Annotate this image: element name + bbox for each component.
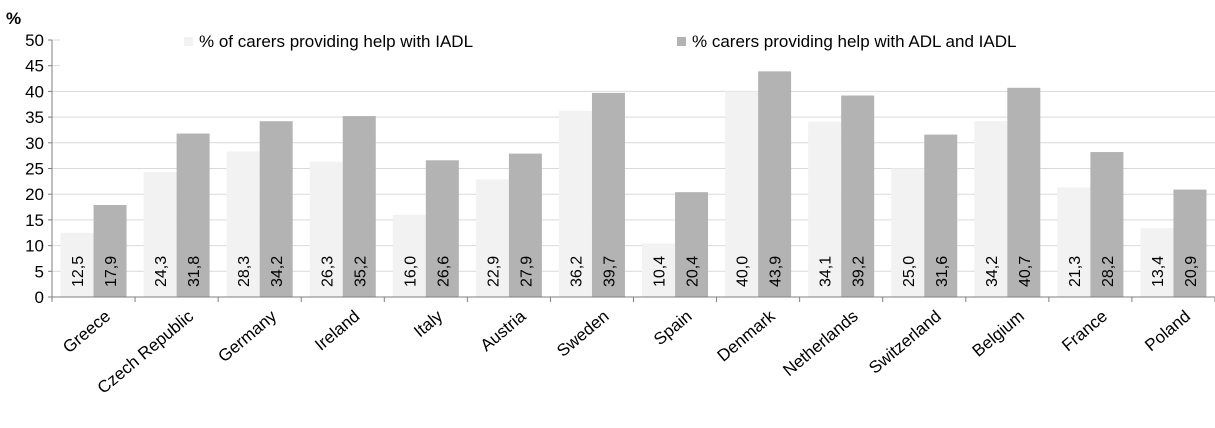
bar <box>1057 187 1091 297</box>
bar-value-label: 17,9 <box>103 256 120 287</box>
bar-value-label: 39,7 <box>601 256 618 287</box>
bar-value-label: 40,0 <box>735 256 752 287</box>
x-tick-label: Sweden <box>553 307 612 361</box>
y-tick-label: 40 <box>25 82 44 101</box>
bar-value-label: 12,5 <box>70 256 87 287</box>
bar-value-label: 31,6 <box>934 256 951 287</box>
bar <box>591 92 625 297</box>
y-tick-label: 25 <box>25 160 44 179</box>
y-tick-label: 30 <box>25 134 44 153</box>
bar <box>508 153 542 297</box>
x-tick-label: Greece <box>59 307 114 357</box>
x-tick-label: Spain <box>650 307 696 350</box>
y-tick-label: 5 <box>35 262 44 281</box>
bar <box>1140 228 1174 297</box>
bar <box>841 95 875 298</box>
bar-value-label: 13,4 <box>1150 256 1167 287</box>
x-tick-label: Poland <box>1141 307 1194 356</box>
bar <box>309 161 343 297</box>
bar-value-label: 40,7 <box>1017 256 1034 287</box>
bar <box>226 151 260 297</box>
bar-value-label: 43,9 <box>768 256 785 287</box>
y-tick-label: 35 <box>25 108 44 127</box>
bar <box>1173 189 1207 297</box>
bar <box>475 179 509 297</box>
bars <box>60 71 1207 298</box>
bar <box>808 121 842 297</box>
bar <box>675 192 709 297</box>
bar <box>342 116 376 298</box>
bar-value-label: 34,1 <box>818 256 835 287</box>
bar-value-label: 28,2 <box>1100 256 1117 287</box>
legend-swatch <box>184 37 193 46</box>
bar <box>891 168 925 297</box>
bar-value-label: 34,2 <box>984 256 1001 287</box>
bar <box>924 134 958 297</box>
bar-value-label: 16,0 <box>402 256 419 287</box>
bar-value-label: 22,9 <box>485 256 502 287</box>
bar <box>259 121 293 297</box>
bar-value-label: 20,4 <box>685 256 702 287</box>
bar <box>758 71 792 297</box>
bar-value-label: 26,3 <box>319 256 336 287</box>
bar-value-label: 35,2 <box>352 256 369 287</box>
x-tick-label: Switzerland <box>865 307 945 378</box>
bar-value-label: 21,3 <box>1067 256 1084 287</box>
legend-label: % carers providing help with ADL and IAD… <box>692 32 1016 51</box>
bar <box>1090 152 1124 297</box>
legend-swatch <box>677 37 686 46</box>
y-tick-label: 15 <box>25 211 44 230</box>
bar <box>425 160 459 297</box>
bar-value-labels: 12,5 17,9 24,3 31,8 28,3 34,2 26,3 35,2 16,0 26,6… <box>70 256 1200 287</box>
bar-value-label: 25,0 <box>901 256 918 287</box>
x-tick-label: France <box>1058 307 1111 356</box>
y-tick-label: 50 <box>25 31 44 50</box>
bar-value-label: 39,2 <box>851 256 868 287</box>
x-tick-label: Ireland <box>311 307 363 355</box>
bar <box>725 91 759 298</box>
bar <box>60 232 94 297</box>
bar <box>392 214 426 297</box>
bar <box>143 172 177 297</box>
gridlines <box>52 39 1215 272</box>
y-tick-labels: 0 5 10 15 20 25 30 35 40 45 50 <box>25 31 44 307</box>
legend: % of carers providing help with IADL % ca… <box>184 32 1016 51</box>
bar-value-label: 26,6 <box>435 256 452 287</box>
bar <box>1007 87 1041 297</box>
y-tick-label: 0 <box>35 288 44 307</box>
x-tick-label: Germany <box>214 306 280 366</box>
bar-value-label: 10,4 <box>652 256 669 287</box>
bar-value-label: 20,9 <box>1183 256 1200 287</box>
bar <box>176 133 210 297</box>
y-axis-unit-label: % <box>6 9 21 28</box>
bar <box>974 121 1008 297</box>
bar <box>642 243 676 297</box>
bar-value-label: 36,2 <box>568 256 585 287</box>
bar <box>93 204 127 297</box>
axes <box>48 39 1215 302</box>
x-tick-label: Denmark <box>714 306 779 365</box>
x-tick-label: Netherlands <box>779 307 861 380</box>
y-tick-label: 10 <box>25 237 44 256</box>
legend-label: % of carers providing help with IADL <box>199 32 473 51</box>
bar-value-label: 34,2 <box>269 256 286 287</box>
y-tick-label: 20 <box>25 185 44 204</box>
bar-value-label: 24,3 <box>153 256 170 287</box>
x-tick-label: Austria <box>477 306 530 355</box>
x-tick-label: Italy <box>410 306 446 341</box>
bar-value-label: 28,3 <box>236 256 253 287</box>
bar-value-label: 31,8 <box>186 256 203 287</box>
y-tick-label: 45 <box>25 57 44 76</box>
x-tick-label: Belgium <box>969 307 1028 361</box>
bar-value-label: 27,9 <box>518 256 535 287</box>
bar <box>558 110 592 297</box>
